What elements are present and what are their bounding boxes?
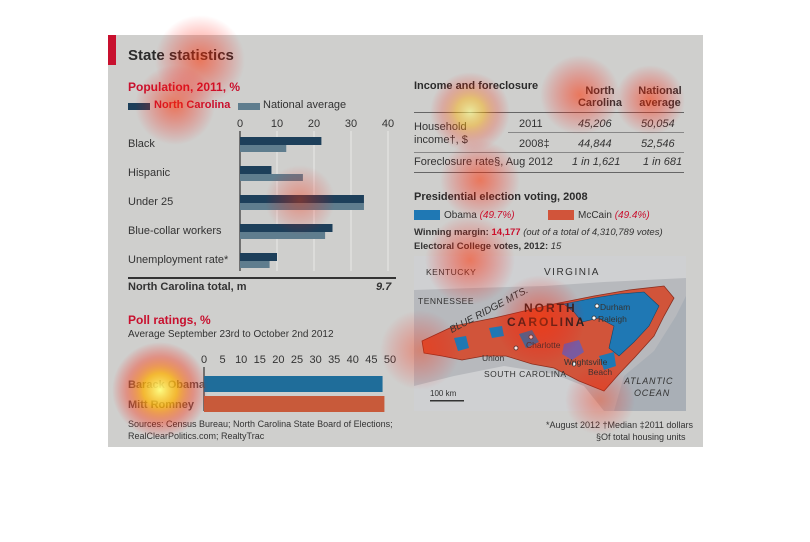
map-state-name-1: NORTH xyxy=(524,301,577,315)
income-year-2008: 2008‡ xyxy=(519,138,550,150)
legend-swatch-national xyxy=(238,103,260,110)
population-tick-label: 40 xyxy=(382,118,394,130)
poll-tick-label: 35 xyxy=(328,354,340,366)
income-row-rule xyxy=(414,152,684,153)
foreclosure-nc: 1 in 1,621 xyxy=(572,156,621,168)
legend-obama-label: Obama (49.7%) xyxy=(444,210,515,221)
sources-line-2: RealClearPolitics.com; RealtyTrac xyxy=(128,431,265,441)
income-nat-2008: 52,546 xyxy=(641,138,675,150)
poll-tick-label: 50 xyxy=(384,354,396,366)
income-col-national: National average xyxy=(638,85,682,109)
electoral-votes: Electoral College votes, 2012: 15 xyxy=(414,241,562,252)
population-bar-national xyxy=(240,232,326,239)
map-label-kentucky: KENTUCKY xyxy=(426,267,477,277)
population-bar-national xyxy=(240,203,364,210)
population-bar-nc xyxy=(240,253,277,261)
population-category-label: Hispanic xyxy=(128,167,171,179)
nc-election-map: KENTUCKY VIRGINIA TENNESSEE BLUE RIDGE M… xyxy=(414,256,686,411)
map-city-charlotte: Charlotte xyxy=(526,340,561,350)
income-nc-2008: 44,844 xyxy=(578,138,612,150)
population-bar-nc xyxy=(240,166,272,174)
foreclosure-nat: 1 in 681 xyxy=(643,156,683,168)
income-nc-2011: 45,206 xyxy=(578,118,612,130)
poll-tick-label: 40 xyxy=(347,354,359,366)
map-label-ocean-2: OCEAN xyxy=(634,388,671,398)
legend-swatch-mccain xyxy=(548,210,574,220)
winning-margin: Winning margin: 14,177 (out of a total o… xyxy=(414,227,663,238)
income-bottom-rule xyxy=(414,172,684,173)
population-category-label: Black xyxy=(128,138,155,150)
election-title: Presidential election voting, 2008 xyxy=(414,191,588,203)
foreclosure-label: Foreclosure rate§, Aug 2012 xyxy=(414,156,553,168)
poll-tick-label: 5 xyxy=(220,354,226,366)
poll-tick-label: 45 xyxy=(365,354,377,366)
map-city-raleigh: Raleigh xyxy=(598,314,627,324)
red-accent-tab xyxy=(108,35,116,65)
map-city-durham: Durham xyxy=(600,302,631,312)
poll-tick-label: 10 xyxy=(235,354,247,366)
map-city-union: Union xyxy=(482,353,505,363)
income-row-label: Household income†, $ xyxy=(414,121,468,146)
population-bar-nc xyxy=(240,137,322,145)
population-tick-label: 10 xyxy=(271,118,283,130)
population-bar-national xyxy=(240,145,287,152)
poll-tick-label: 30 xyxy=(309,354,321,366)
poll-bar xyxy=(204,396,385,412)
legend-swatch-nc xyxy=(128,103,150,110)
population-bar-national xyxy=(240,261,270,268)
population-tick-label: 0 xyxy=(237,118,243,130)
income-title: Income and foreclosure xyxy=(414,80,539,92)
map-label-south-carolina: SOUTH CAROLINA xyxy=(484,369,567,379)
footnote-line-1: *August 2012 †Median ‡2011 dollars xyxy=(546,420,693,430)
infographic: State statistics Population, 2011, % Nor… xyxy=(108,35,703,447)
population-bar-nc xyxy=(240,195,364,203)
map-label-ocean-1: ATLANTIC xyxy=(624,376,674,386)
legend-label-national: National average xyxy=(263,99,347,111)
legend-label-nc: North Carolina xyxy=(154,99,231,111)
map-label-virginia: VIRGINIA xyxy=(544,267,600,278)
population-category-label: Blue-collar workers xyxy=(128,225,222,237)
income-col-nc: North Carolina xyxy=(577,85,622,109)
map-scale-label: 100 km xyxy=(430,389,457,398)
poll-tick-label: 25 xyxy=(291,354,303,366)
poll-tick-label: 20 xyxy=(272,354,284,366)
sources-line-1: Sources: Census Bureau; North Carolina S… xyxy=(128,419,393,429)
population-category-label: Unemployment rate* xyxy=(128,254,229,266)
income-year-2011: 2011 xyxy=(519,118,543,130)
map-city-wrightsville: Wrightsville xyxy=(564,357,608,367)
income-mid-rule xyxy=(508,132,684,133)
population-total-label: North Carolina total, m xyxy=(128,281,247,293)
population-total-value: 9.7 xyxy=(376,281,392,293)
map-city-beach: Beach xyxy=(588,367,613,377)
poll-subtitle: Average September 23rd to October 2nd 20… xyxy=(128,329,334,340)
population-tick-label: 30 xyxy=(345,118,357,130)
income-header-rule xyxy=(414,112,684,113)
poll-title: Poll ratings, % xyxy=(128,313,211,327)
legend-swatch-obama xyxy=(414,210,440,220)
main-title: State statistics xyxy=(128,47,234,64)
poll-category-label: Mitt Romney xyxy=(128,399,195,411)
poll-bar xyxy=(204,376,383,392)
legend-mccain-label: McCain (49.4%) xyxy=(578,210,650,221)
population-tick-label: 20 xyxy=(308,118,320,130)
population-title: Population, 2011, % xyxy=(128,80,241,94)
poll-bar-chart: 0 5 10 15 20 25 30 35 40 45 50 Barack Obama Mitt Rom… xyxy=(128,354,396,412)
population-bar-nc xyxy=(240,224,333,232)
footnote-line-2: §Of total housing units xyxy=(596,432,686,442)
income-nat-2011: 50,054 xyxy=(641,118,675,130)
poll-category-label: Barack Obama xyxy=(128,379,206,391)
population-total-rule xyxy=(128,277,396,279)
population-category-label: Under 25 xyxy=(128,196,173,208)
population-bar-chart: 0 10 20 30 40 Black Hispanic Under 25 Blue-colla… xyxy=(128,118,394,271)
population-bar-national xyxy=(240,174,303,181)
map-label-tennessee: TENNESSEE xyxy=(418,296,474,306)
poll-tick-label: 0 xyxy=(201,354,207,366)
map-state-name-2: CAROLINA xyxy=(507,315,587,329)
poll-tick-label: 15 xyxy=(254,354,266,366)
